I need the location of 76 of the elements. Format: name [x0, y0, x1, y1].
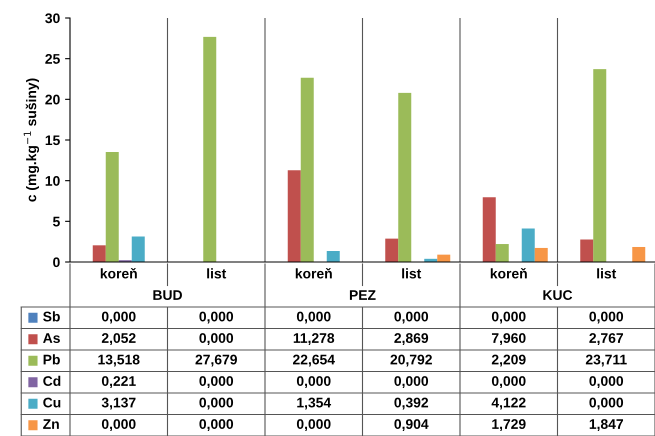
data-label: 0,000 [199, 419, 234, 431]
bar [437, 254, 450, 262]
data-label: 27,679 [195, 354, 237, 366]
y-tick-label: 20 [45, 94, 60, 105]
data-label: 1,354 [297, 398, 332, 410]
bar [300, 78, 314, 262]
data-label: 0,904 [394, 419, 429, 431]
data-label: 0,000 [199, 312, 234, 324]
y-tick-label: 0 [53, 257, 60, 268]
bar [593, 69, 606, 262]
legend-label: Pb [44, 354, 60, 364]
data-label: 1,729 [492, 419, 526, 431]
y-tick-label: 15 [46, 135, 60, 146]
data-label: 0,000 [589, 376, 624, 388]
legend-label: As [43, 333, 60, 343]
text: PEZ [350, 290, 376, 300]
bar [326, 250, 340, 262]
data-label: 0,000 [296, 376, 331, 388]
data-label: 2,767 [589, 333, 624, 345]
data-label: 2,869 [394, 333, 428, 345]
data-label: 1,847 [590, 419, 624, 431]
text: KUC [543, 290, 572, 300]
bar [106, 152, 119, 262]
data-label: 4,122 [492, 398, 526, 410]
legend-label: Zn [43, 419, 59, 429]
data-label: 0,221 [102, 376, 136, 388]
bar [203, 36, 216, 262]
data-label: 22,654 [292, 354, 335, 366]
legend-label: Cu [43, 398, 60, 408]
data-label: 23,711 [586, 354, 627, 366]
y-axis-title: c (mg.kg$^{−1}$ sušiny) [24, 78, 40, 202]
bar [534, 248, 548, 262]
text: BUD [153, 290, 182, 300]
data-label: 0,000 [102, 419, 136, 431]
x-tick-label: koreň [100, 268, 137, 278]
data-label: 0,000 [199, 376, 234, 388]
y-tick-label: 25 [45, 54, 60, 64]
bar [632, 246, 646, 262]
bar [580, 239, 594, 262]
data-label: 0,000 [199, 333, 234, 345]
bar [288, 170, 301, 262]
bar [522, 228, 535, 262]
data-label: 3,137 [102, 398, 136, 410]
legend-label: Sb [43, 311, 60, 322]
data-label: 0,000 [589, 312, 624, 324]
data-label: 20,792 [390, 354, 432, 366]
bar [482, 197, 496, 262]
x-tick-label: koreň [296, 268, 332, 278]
x-tick-label: koreň [490, 268, 527, 278]
data-label: 7,960 [492, 333, 526, 345]
bar [398, 92, 412, 262]
data-label: 2,209 [492, 354, 526, 366]
data-label: 0,000 [296, 312, 331, 324]
data-label: 0,000 [199, 398, 234, 410]
y-tick-label: 10 [46, 176, 60, 186]
data-label: 0,000 [492, 312, 526, 324]
x-tick-label: list [597, 268, 616, 278]
y-tick-label: 30 [45, 13, 60, 24]
bar [496, 244, 509, 262]
data-label: 0,000 [492, 376, 526, 388]
data-label: 2,052 [102, 333, 136, 345]
data-label: 11,278 [294, 333, 334, 345]
data-label: 0,000 [589, 398, 624, 410]
data-label: 0,000 [394, 312, 428, 324]
data-label: 0,000 [394, 376, 428, 388]
data-label: 0,000 [102, 312, 136, 324]
bar [385, 238, 398, 262]
y-tick-label: 5 [52, 216, 60, 227]
x-tick-label: list [207, 268, 226, 278]
legend-label: Cd [43, 376, 60, 386]
x-tick-label: list [402, 268, 422, 278]
data-label: 13,518 [98, 354, 140, 366]
data-label: 0,392 [394, 398, 428, 410]
data-label: 0,000 [296, 419, 331, 431]
bar [132, 236, 145, 262]
bar [92, 245, 106, 262]
